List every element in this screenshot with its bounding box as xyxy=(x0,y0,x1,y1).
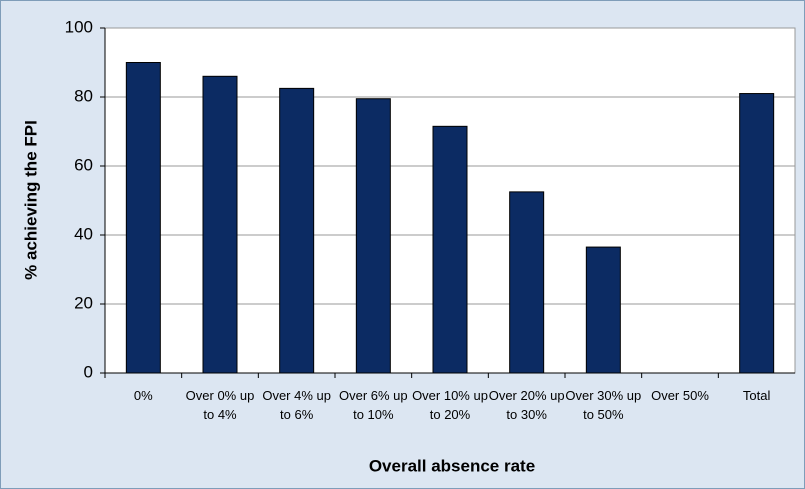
y-tick-label: 20 xyxy=(74,293,93,312)
x-tick-label: Over 10% up to 20% xyxy=(412,388,488,422)
bar xyxy=(125,62,161,374)
x-tick-label: Over 0% up to 4% xyxy=(185,388,255,422)
y-axis-title: % achieving the FPI xyxy=(21,120,40,280)
x-tick-label: Over 6% up to 10% xyxy=(339,388,408,422)
x-tick-label: Over 30% up to 50% xyxy=(565,388,642,422)
bar xyxy=(585,246,621,374)
x-axis-title: Overall absence rate xyxy=(369,456,535,475)
x-tick-label: Total xyxy=(742,388,771,403)
x-tick-label: Over 4% up to 6% xyxy=(262,388,331,422)
bar xyxy=(432,125,468,374)
y-tick-label: 100 xyxy=(65,17,93,36)
x-tick-label: Over 20% up to 30% xyxy=(488,388,565,422)
bar xyxy=(355,98,391,374)
y-tick-label: 40 xyxy=(74,224,93,243)
y-tick-label: 80 xyxy=(74,86,93,105)
bar xyxy=(279,87,315,374)
y-tick-label: 60 xyxy=(74,155,93,174)
y-tick-label: 0 xyxy=(84,362,93,381)
x-tick-label: 0% xyxy=(133,388,153,403)
x-tick-label: Over 50% xyxy=(651,388,709,403)
bar xyxy=(739,93,775,374)
bar xyxy=(509,191,545,374)
bar xyxy=(202,75,238,374)
